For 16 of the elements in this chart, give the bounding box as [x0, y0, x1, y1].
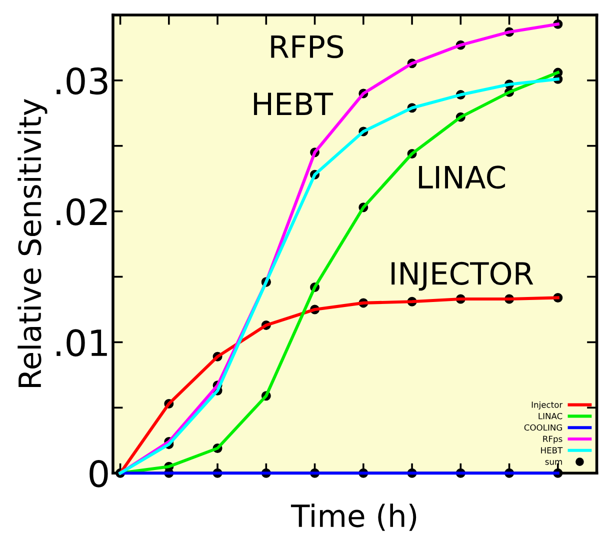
legend-label: RFps	[543, 436, 562, 444]
annotation: HEBT	[254, 92, 334, 116]
legend-label: COOLING	[524, 424, 562, 431]
x-axis-title: Time (h)	[290, 504, 416, 531]
annotation: RFPS	[271, 35, 344, 58]
legend-label: sum	[545, 460, 562, 465]
y-tick-label: 0	[90, 460, 108, 488]
legend-label: HEBT	[541, 447, 563, 454]
y-tick-label: .03	[56, 67, 108, 95]
y-axis-title: Relative Sensitivity	[18, 98, 48, 388]
legend-label: LINAC	[538, 412, 562, 420]
y-tick-label: .02	[56, 198, 107, 226]
annotation: LINAC	[419, 166, 505, 189]
annotation: INJECTOR	[392, 262, 534, 291]
legend-label: Injector	[532, 401, 563, 410]
y-tick-label: .01	[56, 329, 107, 356]
